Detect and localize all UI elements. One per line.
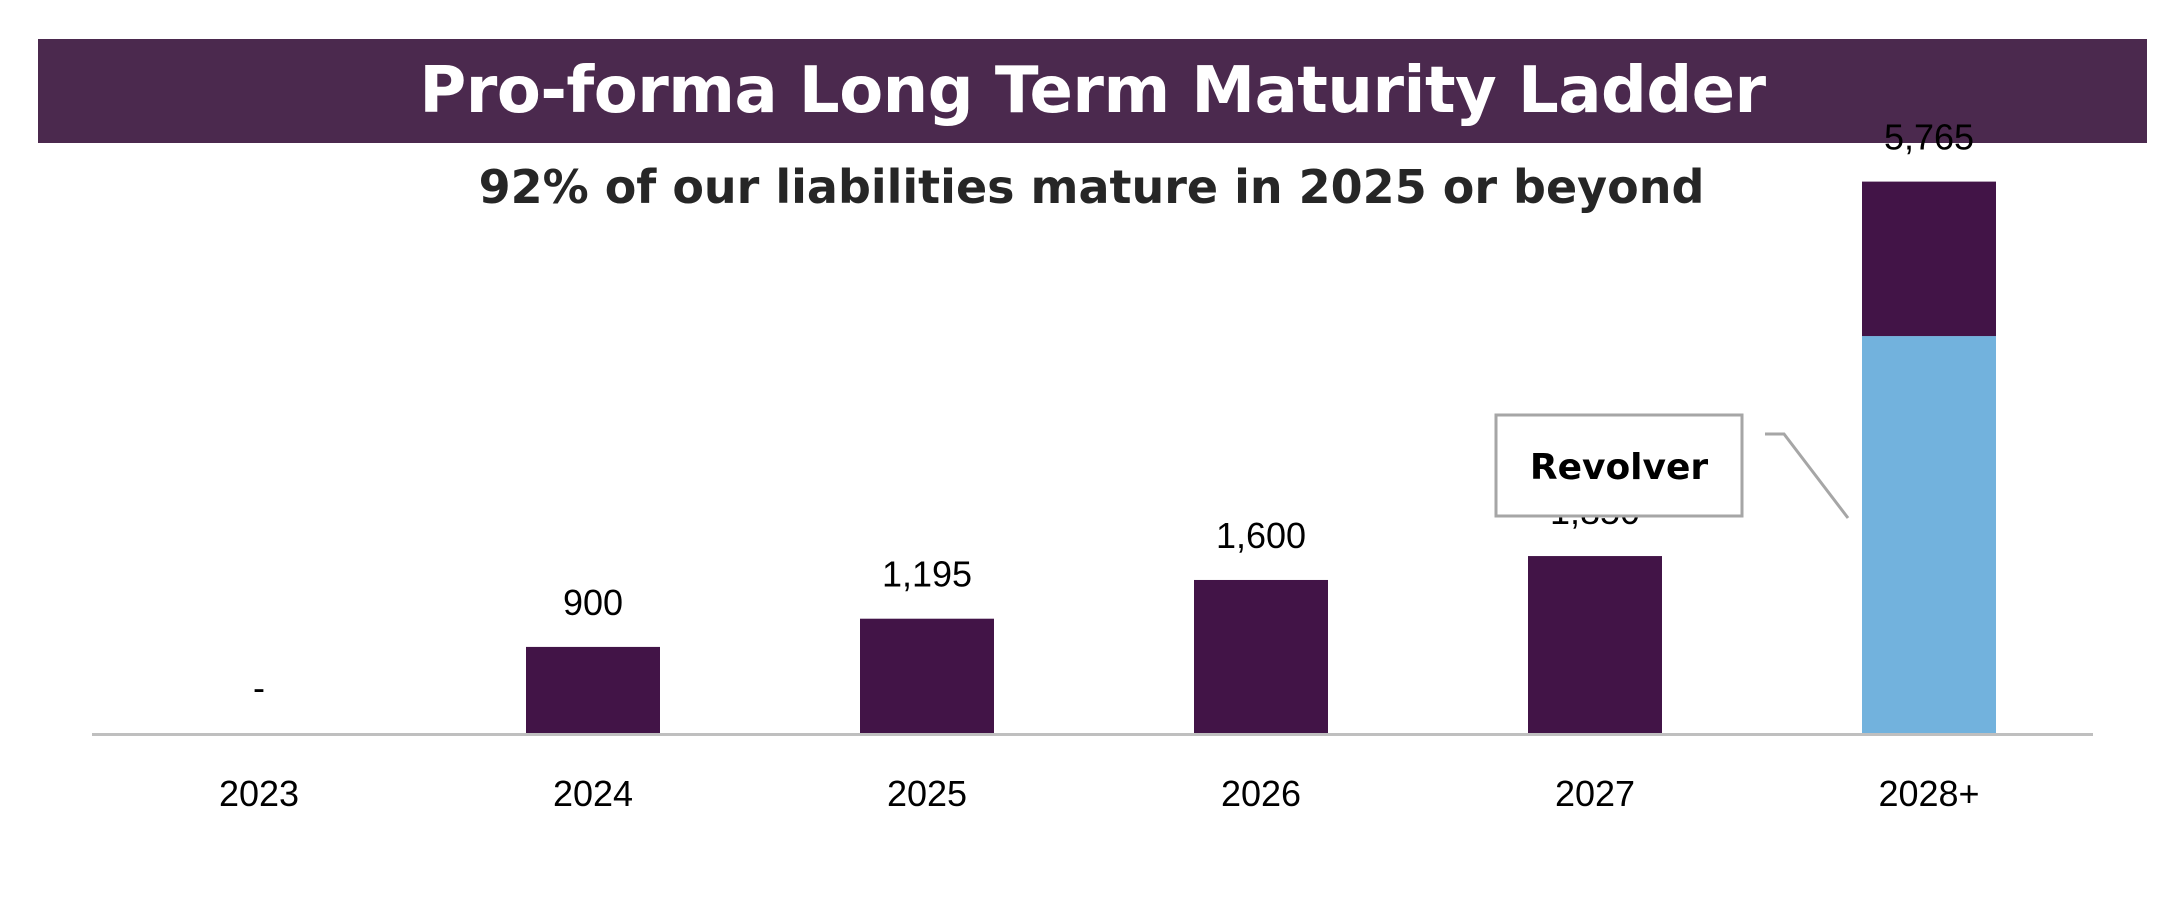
bars-layer (526, 181, 1996, 733)
x-tick-label-2026: 2026 (1221, 773, 1301, 814)
chart-title: Pro-forma Long Term Maturity Ladder (419, 54, 1766, 128)
x-tick-label-2023: 2023 (219, 773, 299, 814)
bar-other-2025 (860, 618, 994, 733)
title-banner: Pro-forma Long Term Maturity Ladder (38, 39, 2147, 143)
chart-subtitle: 92% of our liabilities mature in 2025 or… (478, 160, 1705, 214)
bar-other-2028plus (1862, 181, 1996, 337)
bar-other-2027 (1528, 556, 1662, 733)
x-tick-label-2025: 2025 (887, 773, 967, 814)
x-tick-label-2028plus: 2028+ (1878, 773, 1979, 814)
revolver-callout-text: Revolver (1530, 447, 1709, 488)
revolver-callout: Revolver (1494, 413, 1850, 519)
bar-other-2026 (1194, 579, 1328, 733)
data-label-2024: 900 (563, 582, 623, 623)
data-label-2025: 1,195 (882, 554, 972, 595)
revolver-callout-box (1494, 413, 1744, 518)
data-label-2026: 1,600 (1216, 515, 1306, 556)
data-label-2023: - (253, 667, 265, 708)
x-axis-ticks: 2023 2024 2025 2026 2027 2028+ (219, 773, 1980, 814)
bar-revolver-2028plus (1862, 336, 1996, 733)
x-tick-label-2024: 2024 (553, 773, 633, 814)
data-label-2028plus: 5,765 (1884, 117, 1974, 158)
x-tick-label-2027: 2027 (1555, 773, 1635, 814)
revolver-callout-leader (1765, 432, 1850, 519)
bar-other-2024 (526, 646, 660, 733)
